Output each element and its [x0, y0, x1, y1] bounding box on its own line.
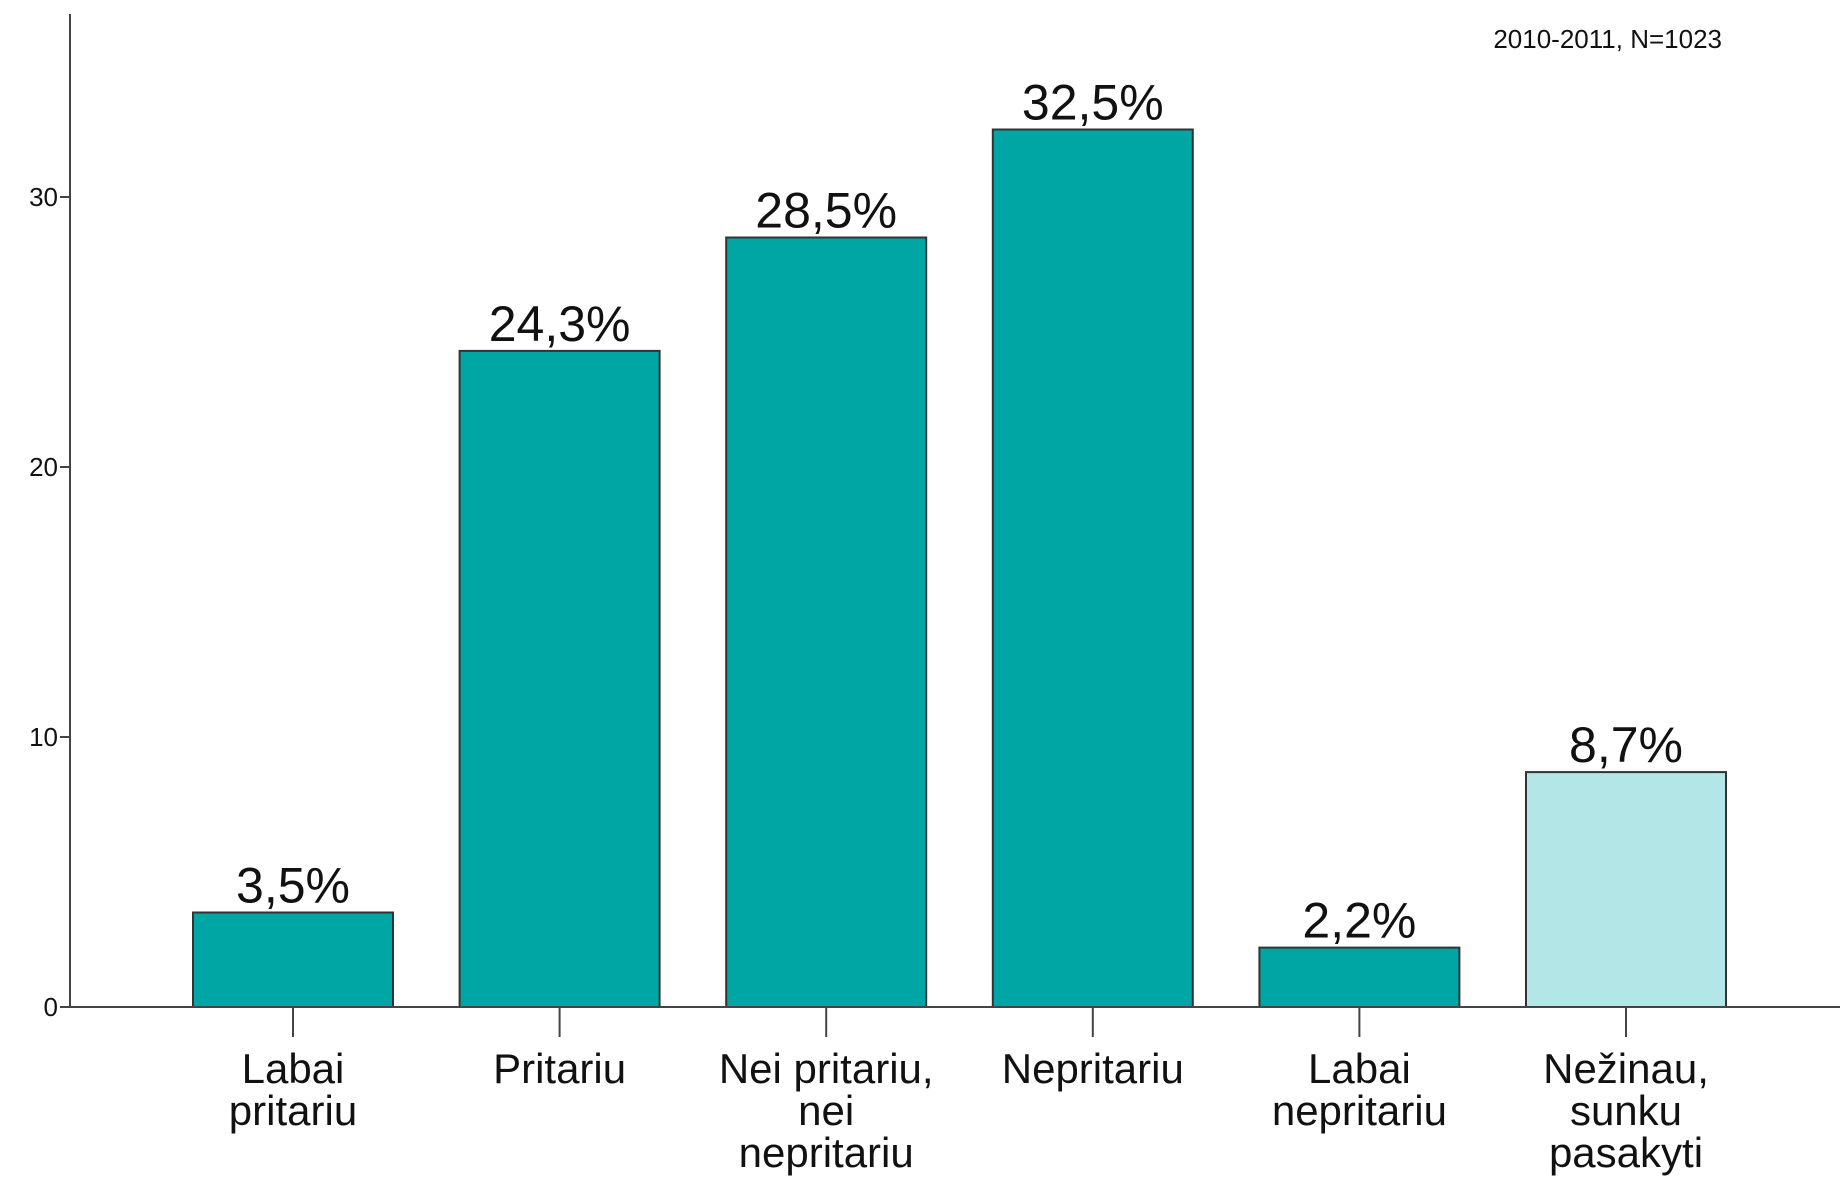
data-label: 2,2%: [1302, 893, 1416, 949]
bar: [725, 236, 928, 1008]
bar: [1525, 771, 1727, 1008]
y-tick-label: 0: [44, 992, 58, 1022]
data-label: 28,5%: [755, 183, 897, 239]
data-label: 8,7%: [1569, 717, 1683, 773]
y-tick-label: 20: [29, 452, 58, 482]
x-tick-label: Labai pritariu: [229, 1045, 357, 1134]
bar: [458, 349, 661, 1008]
x-axis: Labai pritariu Pritariu Nei pritariu, nei nep…: [70, 1006, 1840, 1176]
bars-group: 3,5% 24,3% 28,5% 32,5% 2,2% 8,7%: [192, 75, 1727, 1008]
x-tick-label: Nei pritariu, nei nepritariu: [719, 1045, 934, 1176]
y-tick-label: 30: [29, 182, 58, 212]
bar: [991, 128, 1194, 1008]
chart-annotation: 2010-2011, N=1023: [1493, 24, 1722, 54]
bar: [192, 911, 394, 1008]
y-tick-label: 10: [29, 722, 58, 752]
x-tick-label: Nežinau, sunku pasakyti: [1543, 1045, 1709, 1176]
data-label: 32,5%: [1022, 75, 1164, 131]
data-label: 3,5%: [236, 858, 350, 914]
x-tick-label: Labai nepritariu: [1272, 1045, 1447, 1134]
x-tick-label: Nepritariu: [1002, 1045, 1184, 1092]
y-axis: 0 10 20 30: [29, 14, 71, 1022]
x-tick-label: Pritariu: [493, 1045, 626, 1092]
data-label: 24,3%: [489, 296, 631, 352]
bar: [1258, 946, 1461, 1008]
